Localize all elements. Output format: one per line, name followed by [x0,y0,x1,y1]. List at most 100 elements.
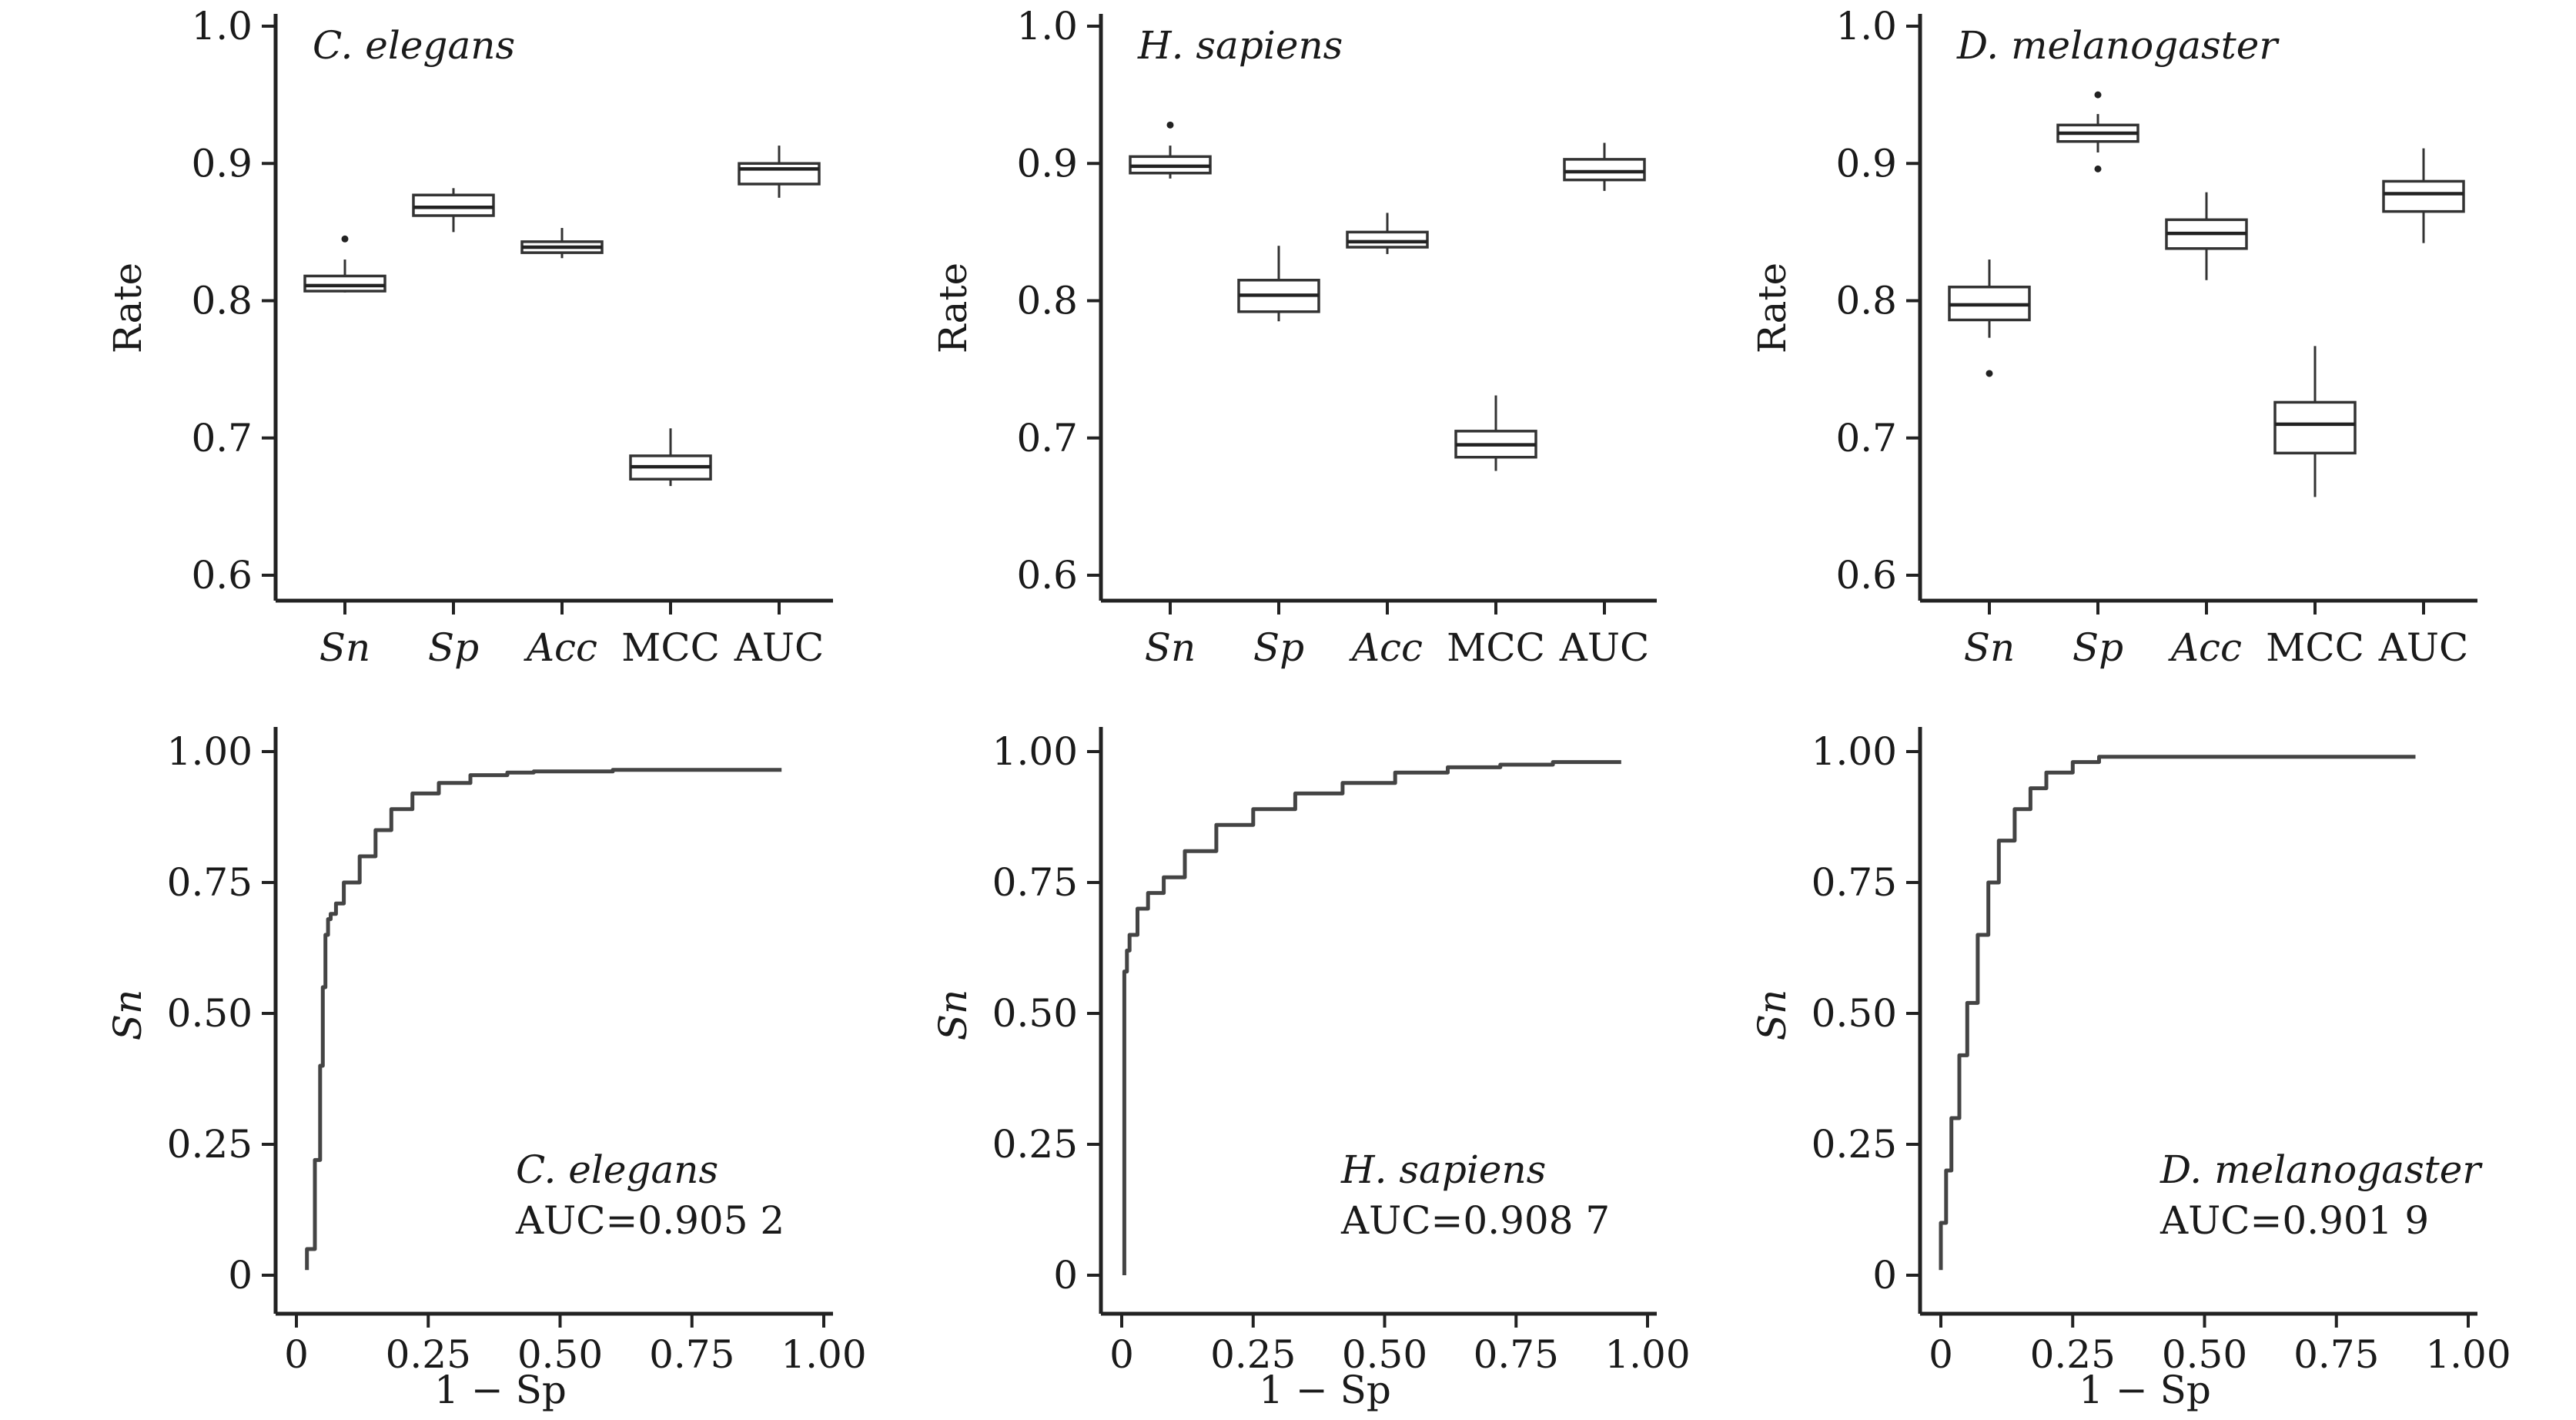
x-tick-label: 1.00 [1604,1332,1690,1377]
x-tick-label: Sp [1253,625,1304,670]
roc-panel-2: 0 0.25 0.50 0.75 1.00 0 0.25 0.50 0.75 1.00 Sn 1 − … [931,727,1691,1412]
y-tick-label: 0.8 [1016,279,1078,323]
y-tick-label: 1.00 [1812,729,1897,774]
y-tick-label: 1.0 [191,4,253,49]
x-tick-label: 0.25 [2030,1332,2116,1377]
y-axis-label: Sn [1750,990,1795,1040]
y-tick-label: 0.6 [1016,553,1078,598]
y-axis-label: Rate [931,263,975,353]
x-axis-label: 1 − Sp [434,1368,567,1412]
y-tick-label: 0.50 [992,991,1078,1036]
x-tick-label: 0.75 [2293,1332,2379,1377]
x-tick-label: Acc [524,625,597,670]
box-auc [1563,142,1646,191]
box-sn [303,235,386,293]
y-tick-label: 0.7 [1016,416,1078,460]
x-tick-label: 0.25 [386,1332,471,1377]
y-tick-label: 1.0 [1835,4,1897,49]
annotation-species: C. elegans [516,1147,718,1192]
box-sn [1129,121,1212,179]
roc-panel-1: 0 0.25 0.50 0.75 1.00 0 0.25 0.50 0.75 1.00 Sn 1 − … [105,727,867,1412]
box-iqr [303,274,386,293]
y-tick-label: 0.75 [1812,860,1897,905]
box-sp [412,188,495,233]
roc-panel-3: 0 0.25 0.50 0.75 1.00 0 0.25 0.50 0.75 1.00 Sn 1 − … [1750,727,2511,1412]
box-panel-3: 0.6 0.7 0.8 0.9 1.0 Rate D. melanogaster Sn Sp Ac… [1750,4,2477,670]
y-axis-label: Sn [105,990,150,1040]
x-tick-label: 0 [284,1332,309,1377]
outlier-point [1986,370,1993,377]
y-tick-label: 0 [228,1253,253,1298]
x-tick-label: Sp [428,625,479,670]
y-tick-label: 1.00 [992,729,1078,774]
panel-label: C. elegans [313,23,515,68]
box-iqr [2382,179,2465,213]
box-iqr [738,162,821,186]
y-tick-label: 0.50 [1812,991,1897,1036]
x-axis-label: 1 − Sp [1259,1368,1391,1412]
y-tick-label: 0.9 [1835,141,1897,186]
y-tick-label: 0.75 [992,860,1078,905]
y-tick-label: 0.75 [167,860,253,905]
box-iqr [1563,158,1646,182]
box-acc [2165,192,2248,280]
outlier-point [2094,91,2102,99]
y-tick-label: 0.7 [191,416,253,460]
y-tick-label: 0.25 [992,1122,1078,1167]
box-sn [1948,260,2031,377]
x-tick-label: 0 [1929,1332,1953,1377]
x-tick-label: Sn [1145,625,1196,670]
y-tick-label: 0.25 [1812,1122,1897,1167]
roc-curve [1122,760,1621,1275]
y-axis-label: Rate [1750,263,1795,353]
x-tick-label: 0.25 [1210,1332,1296,1377]
annotation-species: H. sapiens [1340,1147,1546,1192]
x-tick-label: Acc [1349,625,1423,670]
x-tick-label: MCC [1447,625,1545,670]
y-tick-label: 0.6 [191,553,253,598]
y-axis-label: Sn [931,990,975,1040]
y-tick-label: 0.50 [167,991,253,1036]
box-sp [1237,246,1320,322]
y-tick-label: 1.0 [1016,4,1078,49]
y-tick-label: 0.9 [191,141,253,186]
annotation-species: D. melanogaster [2159,1147,2483,1192]
annotation-auc: AUC=0.905 2 [515,1198,785,1243]
box-iqr [2273,400,2357,455]
y-tick-label: 0.8 [1835,279,1897,323]
box-auc [738,146,821,198]
x-tick-label: Sp [2073,625,2123,670]
roc-curve [1939,755,2416,1271]
box-iqr [412,193,495,217]
roc-curve [305,768,782,1271]
x-tick-label: 1.00 [781,1332,866,1377]
x-tick-label: 0.50 [1342,1332,1427,1377]
x-tick-label: 0 [1109,1332,1134,1377]
box-mcc [1454,395,1537,471]
panel-label: D. melanogaster [1956,23,2280,68]
y-axis-label: Rate [105,263,150,353]
x-tick-label: Sn [1964,625,2015,670]
annotation-auc: AUC=0.908 7 [1340,1198,1610,1243]
outlier-point [1166,121,1174,129]
box-mcc [629,428,712,487]
y-tick-label: 0.6 [1835,553,1897,598]
box-acc [520,228,604,259]
x-tick-label: MCC [621,625,720,670]
y-tick-label: 0.9 [1016,141,1078,186]
x-tick-label: Acc [2168,625,2242,670]
box-panel-2: 0.6 0.7 0.8 0.9 1.0 Rate H. sapiens Sn Sp Acc MCC A… [931,4,1657,670]
x-tick-label: 0.75 [1474,1332,1559,1377]
x-tick-label: AUC [2378,625,2469,670]
x-tick-label: 0.50 [517,1332,603,1377]
y-tick-label: 0.25 [167,1122,253,1167]
box-mcc [2273,346,2357,497]
x-tick-label: AUC [734,625,825,670]
box-iqr [1346,230,1429,249]
x-tick-label: 0.75 [649,1332,734,1377]
y-tick-label: 1.00 [167,729,253,774]
panel-label: H. sapiens [1137,23,1343,68]
x-tick-label: AUC [1559,625,1650,670]
y-tick-label: 0 [1053,1253,1078,1298]
